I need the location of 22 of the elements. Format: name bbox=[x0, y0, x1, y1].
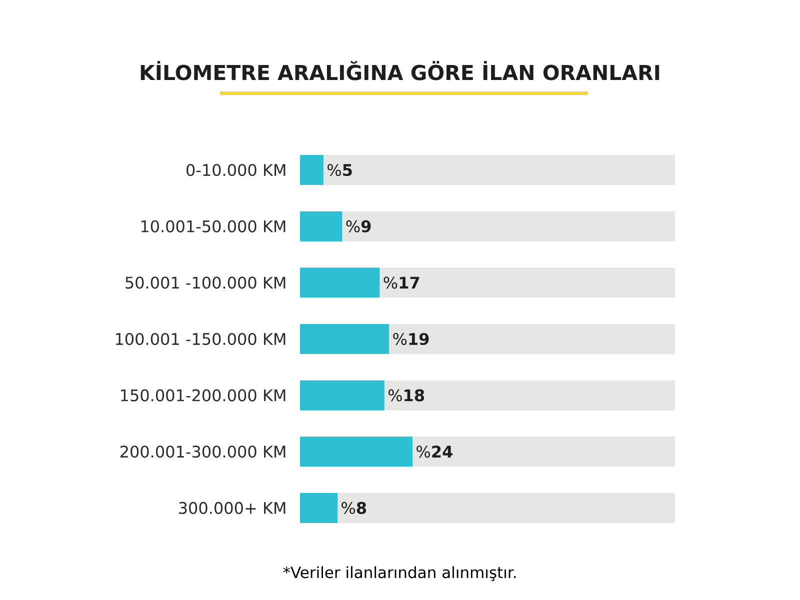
y-tick-label: 0-10.000 KM bbox=[186, 164, 286, 176]
y-tick-label: 50.001 -100.000 KM bbox=[126, 276, 286, 289]
data-label: %17 bbox=[384, 276, 420, 289]
bar bbox=[300, 380, 384, 410]
chart-title: KİLOMETRE ARALIĞINA GÖRE İLAN ORANLARI bbox=[140, 60, 660, 80]
bar bbox=[300, 324, 390, 354]
data-label: %5 bbox=[328, 164, 352, 176]
y-tick-label: 10.001-50.000 KM bbox=[141, 220, 286, 232]
data-label: %9 bbox=[346, 220, 371, 232]
bar bbox=[300, 211, 342, 242]
bar bbox=[300, 492, 338, 523]
data-label: %8 bbox=[342, 502, 366, 514]
data-label: %19 bbox=[393, 332, 429, 346]
y-tick-label: 300.000+ KM bbox=[179, 502, 286, 514]
text: *Veriler ilanlarından alınmıştır. bbox=[283, 566, 516, 581]
y-tick-label: 100.001 -150.000 KM bbox=[116, 332, 286, 346]
data-label: %24 bbox=[416, 446, 452, 458]
data-label: %18 bbox=[388, 389, 424, 402]
y-tick-label: 150.001-200.000 KM bbox=[121, 389, 286, 402]
bar bbox=[300, 155, 324, 186]
bar bbox=[300, 268, 380, 298]
y-tick-label: 200.001-300.000 KM bbox=[120, 446, 286, 458]
